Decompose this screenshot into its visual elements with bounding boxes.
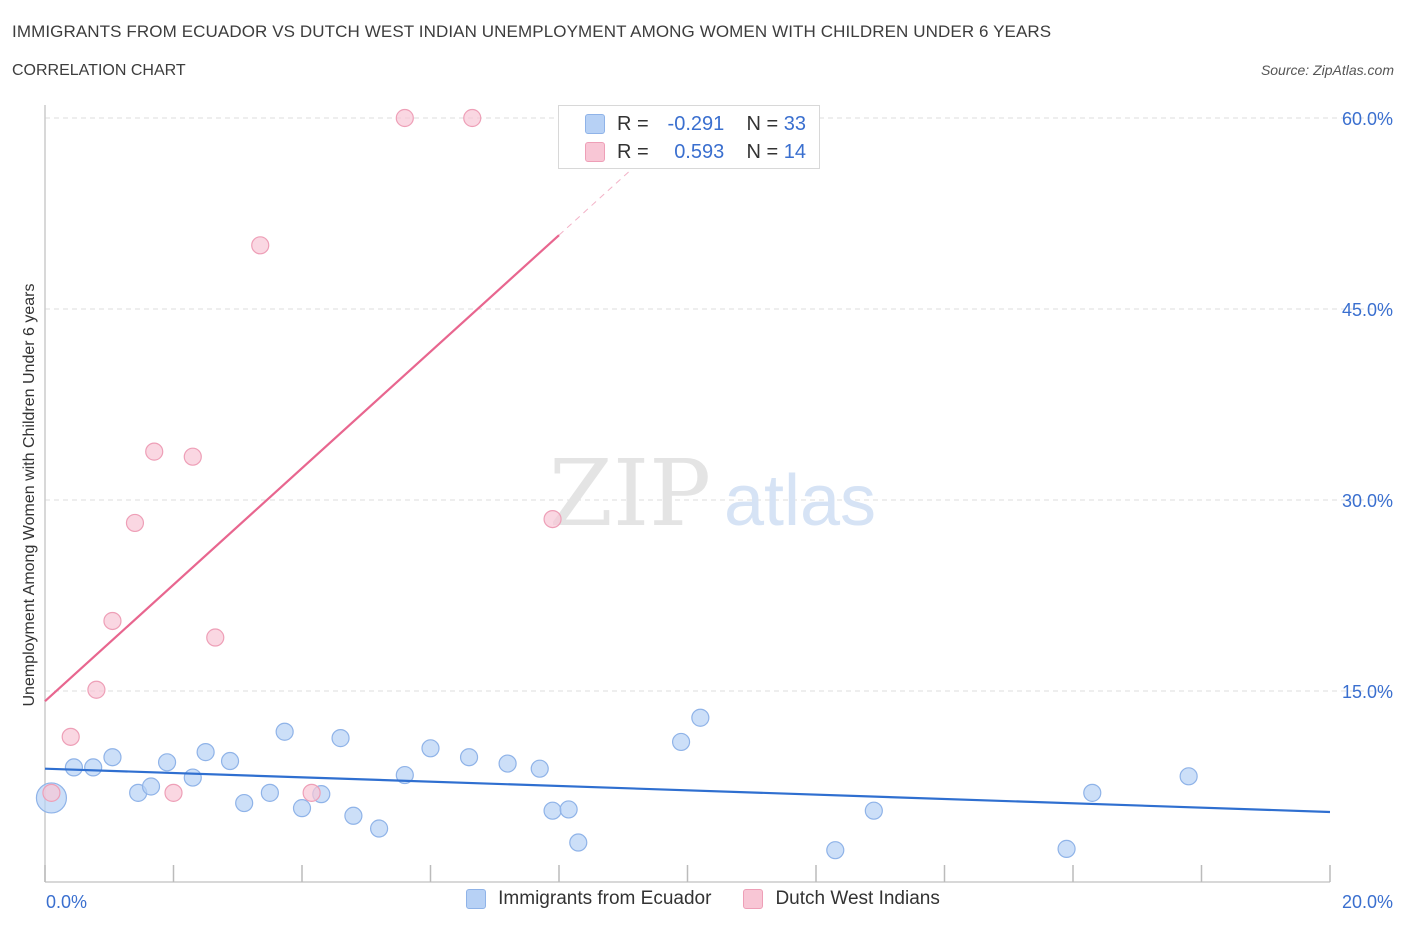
ecuador-point (559, 800, 578, 819)
ecuador-point (275, 722, 294, 741)
series-legend: Immigrants from Ecuador Dutch West India… (0, 888, 1406, 910)
ecuador-trend-line (44, 767, 1331, 814)
legend-label: Immigrants from Ecuador (498, 888, 712, 909)
ecuador-point (864, 801, 883, 820)
ecuador-point (395, 765, 414, 785)
y-tick-label: 60.0% (1342, 109, 1393, 129)
y-tick-label: 45.0% (1342, 300, 1393, 320)
trend-lines (44, 164, 1331, 814)
n-value: 33 (783, 112, 806, 135)
ecuador-point (671, 732, 691, 752)
ecuador-point (84, 758, 103, 777)
ecuador-point (1083, 783, 1102, 802)
ecuador-point (235, 793, 254, 813)
legend-swatch-blue (466, 889, 487, 909)
dutch-west-indian-point (164, 783, 183, 802)
ecuador-point (292, 799, 312, 818)
ecuador-point (64, 758, 84, 777)
ecuador-point (498, 754, 517, 773)
dutch-west-indian-point (42, 783, 61, 802)
ecuador-point (421, 739, 440, 758)
legend-swatch-blue (585, 114, 605, 134)
chart-subtitle: CORRELATION CHART (12, 62, 186, 79)
y-tick-label: 30.0% (1342, 491, 1393, 511)
r-value: -0.291 (667, 112, 725, 135)
watermark: ZIP atlas (549, 440, 876, 547)
legend-swatch-pink (743, 889, 764, 909)
dutch-west-indian-point (395, 108, 414, 128)
ecuador-point (157, 753, 177, 772)
gridlines (45, 117, 1395, 692)
dutch-west-indian-point (125, 513, 145, 533)
dutch-west-indian-point (103, 611, 122, 631)
dutch-west-indian-trend-line (44, 234, 560, 703)
correlation-legend: R = -0.291 N = 33 R = 0.593 N = 14 (558, 105, 820, 169)
ecuador-point (344, 806, 363, 825)
n-label: N = (746, 140, 779, 163)
ecuador-point (260, 783, 279, 802)
watermark-atlas: atlas (724, 461, 876, 541)
dutch-west-indian-point (61, 727, 80, 746)
axes (44, 105, 1331, 883)
ecuador-point (370, 819, 389, 838)
n-label: N = (746, 112, 779, 135)
dutch-west-indian-point (87, 680, 106, 699)
dutch-west-indian-trend-extension (558, 164, 637, 236)
dutch-west-indian-point (145, 442, 164, 461)
ecuador-point (543, 801, 562, 820)
legend-row-dutch-west-indian: R = 0.593 N = 14 (585, 139, 806, 165)
x-tick-label: 0.0% (46, 892, 87, 912)
n-value: 14 (783, 140, 806, 163)
dutch-west-indian-point (302, 783, 321, 802)
legend-item-ecuador[interactable]: Immigrants from Ecuador (466, 888, 711, 910)
ecuador-point (141, 777, 161, 796)
r-label: R = (617, 112, 649, 135)
ecuador-point (103, 748, 122, 767)
source-note: Source: ZipAtlas.com (1260, 62, 1394, 78)
legend-row-ecuador: R = -0.291 N = 33 (585, 111, 806, 137)
dutch-west-indian-point (206, 628, 225, 647)
data-points (35, 108, 1198, 860)
ecuador-point (331, 729, 350, 748)
dutch-west-indian-point (183, 447, 202, 466)
legend-swatch-pink (585, 142, 605, 162)
y-tick-label: 15.0% (1342, 682, 1393, 702)
tick-labels: 15.0% 30.0% 45.0% 60.0% 0.0% 20.0% (46, 109, 1393, 912)
dutch-west-indian-point (463, 108, 482, 128)
ecuador-point (530, 759, 549, 778)
ecuador-point (826, 841, 845, 860)
dutch-west-indian-point (251, 236, 270, 255)
ecuador-point (1057, 839, 1076, 858)
ecuador-point (569, 833, 588, 852)
x-tick-label: 20.0% (1342, 892, 1393, 912)
r-value: 0.593 (674, 140, 725, 163)
r-label: R = (617, 140, 649, 163)
ecuador-point (691, 708, 710, 727)
legend-label: Dutch West Indians (775, 888, 940, 909)
ecuador-point (459, 748, 479, 767)
ecuador-point (220, 751, 240, 771)
chart-title: IMMIGRANTS FROM ECUADOR VS DUTCH WEST IN… (12, 22, 1052, 41)
ecuador-point (183, 768, 202, 787)
ecuador-point (196, 743, 215, 762)
ecuador-point (1179, 767, 1198, 786)
dutch-west-indian-point (543, 509, 562, 529)
watermark-zip: ZIP (549, 440, 711, 547)
legend-item-dutch-west-indians[interactable]: Dutch West Indians (743, 888, 940, 910)
